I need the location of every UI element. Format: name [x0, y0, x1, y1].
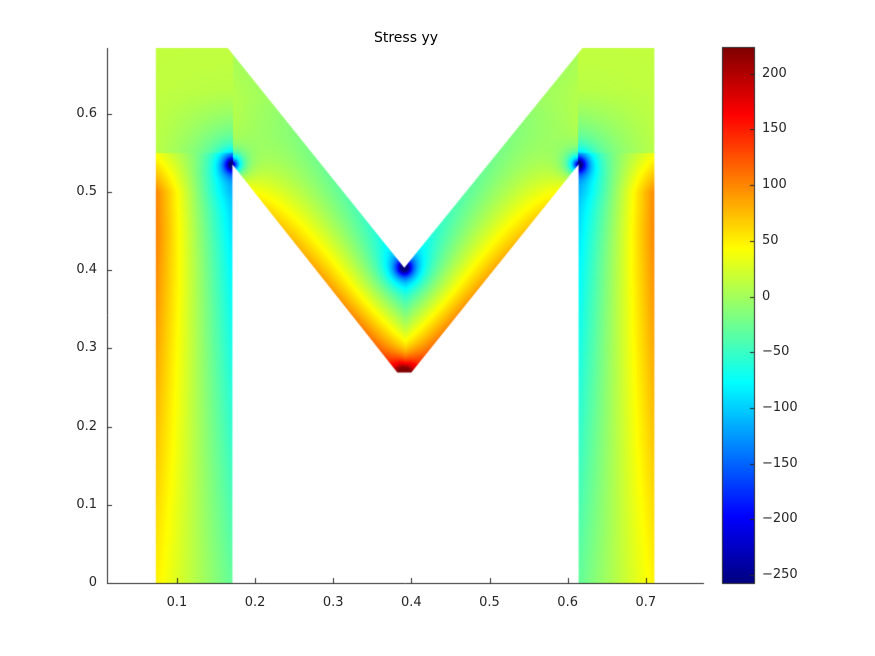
colorbar-tick-label: 150 — [762, 121, 787, 137]
y-tick-label: 0.3 — [76, 340, 97, 356]
colorbar-tick-label: 200 — [762, 65, 787, 81]
y-tick-label: 0.5 — [76, 183, 97, 199]
colorbar-tick-label: 50 — [762, 232, 779, 248]
x-tick-label: 0.2 — [244, 595, 266, 610]
x-tick-label: 0.7 — [635, 595, 657, 610]
y-tick-label: 0.4 — [76, 262, 97, 278]
colorbar-tick-label: −250 — [762, 567, 798, 583]
x-tick-label: 0.4 — [401, 595, 422, 610]
y-tick-label: 0 — [88, 575, 97, 590]
y-tick-label: 0.1 — [76, 496, 97, 512]
x-tick-label: 0.6 — [557, 595, 578, 610]
colorbar-tick-label: −200 — [762, 511, 798, 527]
colorbar-tick-label: −100 — [762, 400, 798, 416]
colorbar-tick-label: 0 — [762, 288, 771, 304]
x-tick-label: 0.3 — [322, 595, 344, 610]
x-tick-label: 0.5 — [479, 595, 500, 610]
x-tick-label: 0.1 — [166, 595, 188, 610]
colorbar-tick-label: 100 — [762, 177, 787, 193]
y-tick-label: 0.2 — [76, 418, 97, 434]
y-tick-label: 0.6 — [76, 105, 97, 121]
colorbar-tick-label: −50 — [762, 344, 790, 360]
colorbar-tick-label: −150 — [762, 455, 798, 471]
chart-title: Stress yy — [373, 30, 439, 46]
